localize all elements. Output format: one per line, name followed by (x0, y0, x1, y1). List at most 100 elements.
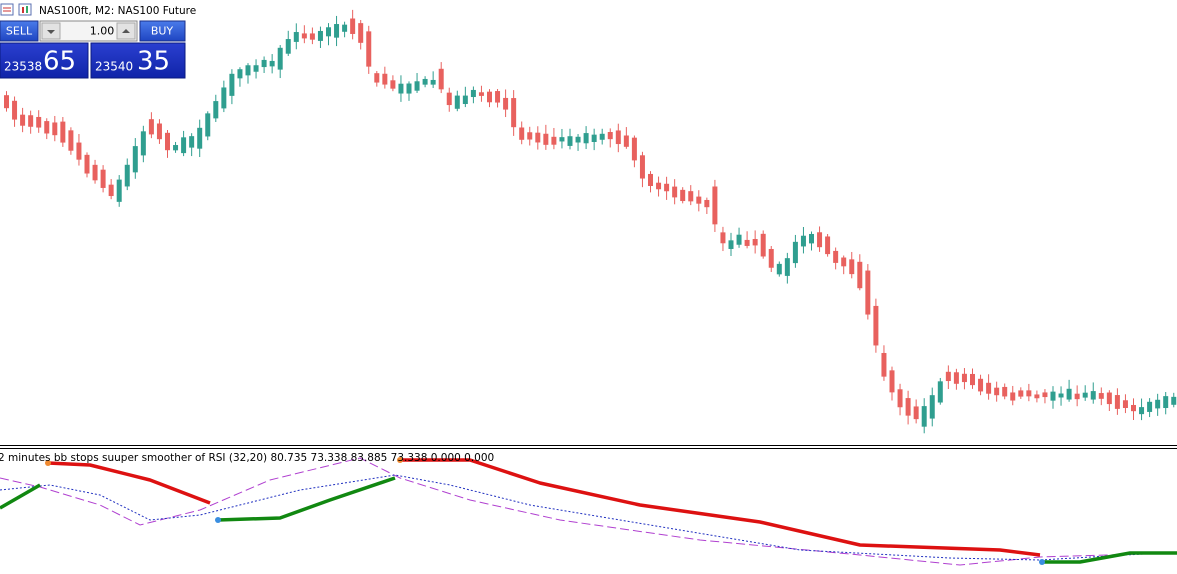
candle-body (704, 199, 710, 208)
candle-body (132, 146, 138, 173)
one-click-panel: SELL 1.00 BUY 23538 65 23540 35 (0, 20, 186, 79)
candle-body (1155, 399, 1161, 409)
candle-body (382, 73, 388, 85)
candle-body (1147, 401, 1153, 412)
candle-body (599, 133, 605, 140)
candle-body (245, 65, 251, 76)
candle-body (181, 137, 187, 154)
signal-dot (1039, 559, 1045, 565)
price-chart (4, 9, 1177, 434)
candle-body (1139, 407, 1145, 415)
up-stop (0, 483, 41, 510)
candle-body (945, 371, 951, 382)
candle-body (350, 18, 356, 34)
candle-body (519, 127, 525, 140)
buy-label: BUY (151, 25, 174, 38)
candle-body (374, 73, 380, 83)
candle-body (986, 382, 992, 394)
candle-body (197, 127, 203, 149)
candle-body (551, 136, 557, 145)
candle-body (1026, 390, 1032, 397)
candle-body (1114, 395, 1120, 409)
candle-body (148, 119, 154, 135)
ask-box[interactable] (90, 42, 186, 79)
down-stop (47, 461, 211, 505)
bid-box[interactable] (0, 42, 89, 79)
down-arrow (47, 30, 55, 34)
candle-body (631, 137, 637, 161)
candle-body (12, 100, 18, 120)
candle-body (688, 191, 694, 202)
candle-body (309, 33, 315, 40)
candle-body (478, 92, 484, 96)
sell-button[interactable] (0, 20, 39, 42)
signal-dot (397, 457, 403, 463)
lot-field[interactable] (39, 20, 138, 42)
candle-body (253, 65, 259, 72)
candle-body (961, 373, 967, 383)
candle-body (905, 398, 911, 416)
candle-body (124, 164, 130, 187)
candle-body (889, 370, 895, 393)
candle-body (1131, 404, 1136, 412)
candle-body (1082, 392, 1088, 398)
candle-body (438, 68, 444, 90)
candle-body (60, 121, 66, 143)
candle-body (970, 373, 975, 386)
up-arrow (122, 29, 130, 33)
candle-body (430, 79, 436, 85)
candle-body (615, 130, 621, 145)
indicator-panel (0, 457, 1177, 566)
candle-body (116, 179, 122, 202)
candle-body (317, 30, 323, 41)
candle-body (269, 60, 275, 67)
candle-body (929, 395, 935, 419)
candle-body (1018, 390, 1024, 397)
candle-body (366, 31, 372, 67)
candle-body (1106, 392, 1112, 405)
candle-body (591, 134, 597, 142)
candle-body (285, 39, 291, 54)
candle-body (752, 238, 758, 246)
candle-body (422, 78, 428, 85)
signal-dot (45, 460, 51, 466)
header-icons (0, 3, 32, 16)
candle-body (865, 270, 871, 315)
candle-body (607, 132, 613, 140)
candle-body (1171, 396, 1177, 405)
candle-body (623, 135, 629, 147)
candle-body (825, 236, 831, 255)
candle-body (1042, 392, 1048, 398)
candle-body (921, 406, 927, 427)
candle-body (100, 169, 106, 188)
candle-body (1098, 393, 1104, 399)
candle-body (326, 27, 331, 37)
candle-body (833, 250, 839, 263)
lot-value: 1.00 (90, 25, 115, 38)
candle-body (559, 137, 565, 142)
candle-body (841, 257, 847, 267)
candle-body (462, 95, 468, 105)
candle-body (301, 33, 307, 39)
candle-body (720, 232, 726, 244)
candle-body (712, 186, 718, 225)
candle-body (156, 123, 162, 140)
candle-body (1066, 388, 1072, 400)
candle-body (680, 189, 686, 202)
candle-body (76, 142, 82, 160)
candle-body (672, 186, 678, 198)
candle-body (575, 136, 581, 143)
candle-body (334, 24, 340, 38)
candle-body (817, 232, 823, 248)
candle-body (511, 98, 517, 128)
candle-body (1002, 386, 1008, 397)
candle-body (809, 233, 814, 244)
candle-body (696, 196, 702, 204)
buy-button[interactable] (139, 20, 186, 42)
candle-body (293, 32, 299, 42)
candle-body (20, 114, 26, 126)
indicator-label: 2 minutes bb stops suuper smoother of RS… (0, 452, 494, 464)
candle-body (44, 121, 50, 134)
candle-body (648, 173, 653, 187)
